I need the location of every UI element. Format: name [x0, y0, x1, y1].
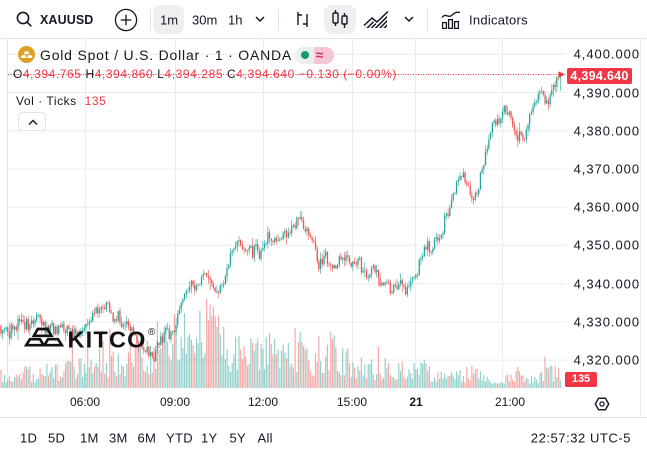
svg-text:KITCO: KITCO [68, 327, 147, 351]
svg-text:®: ® [148, 327, 156, 338]
